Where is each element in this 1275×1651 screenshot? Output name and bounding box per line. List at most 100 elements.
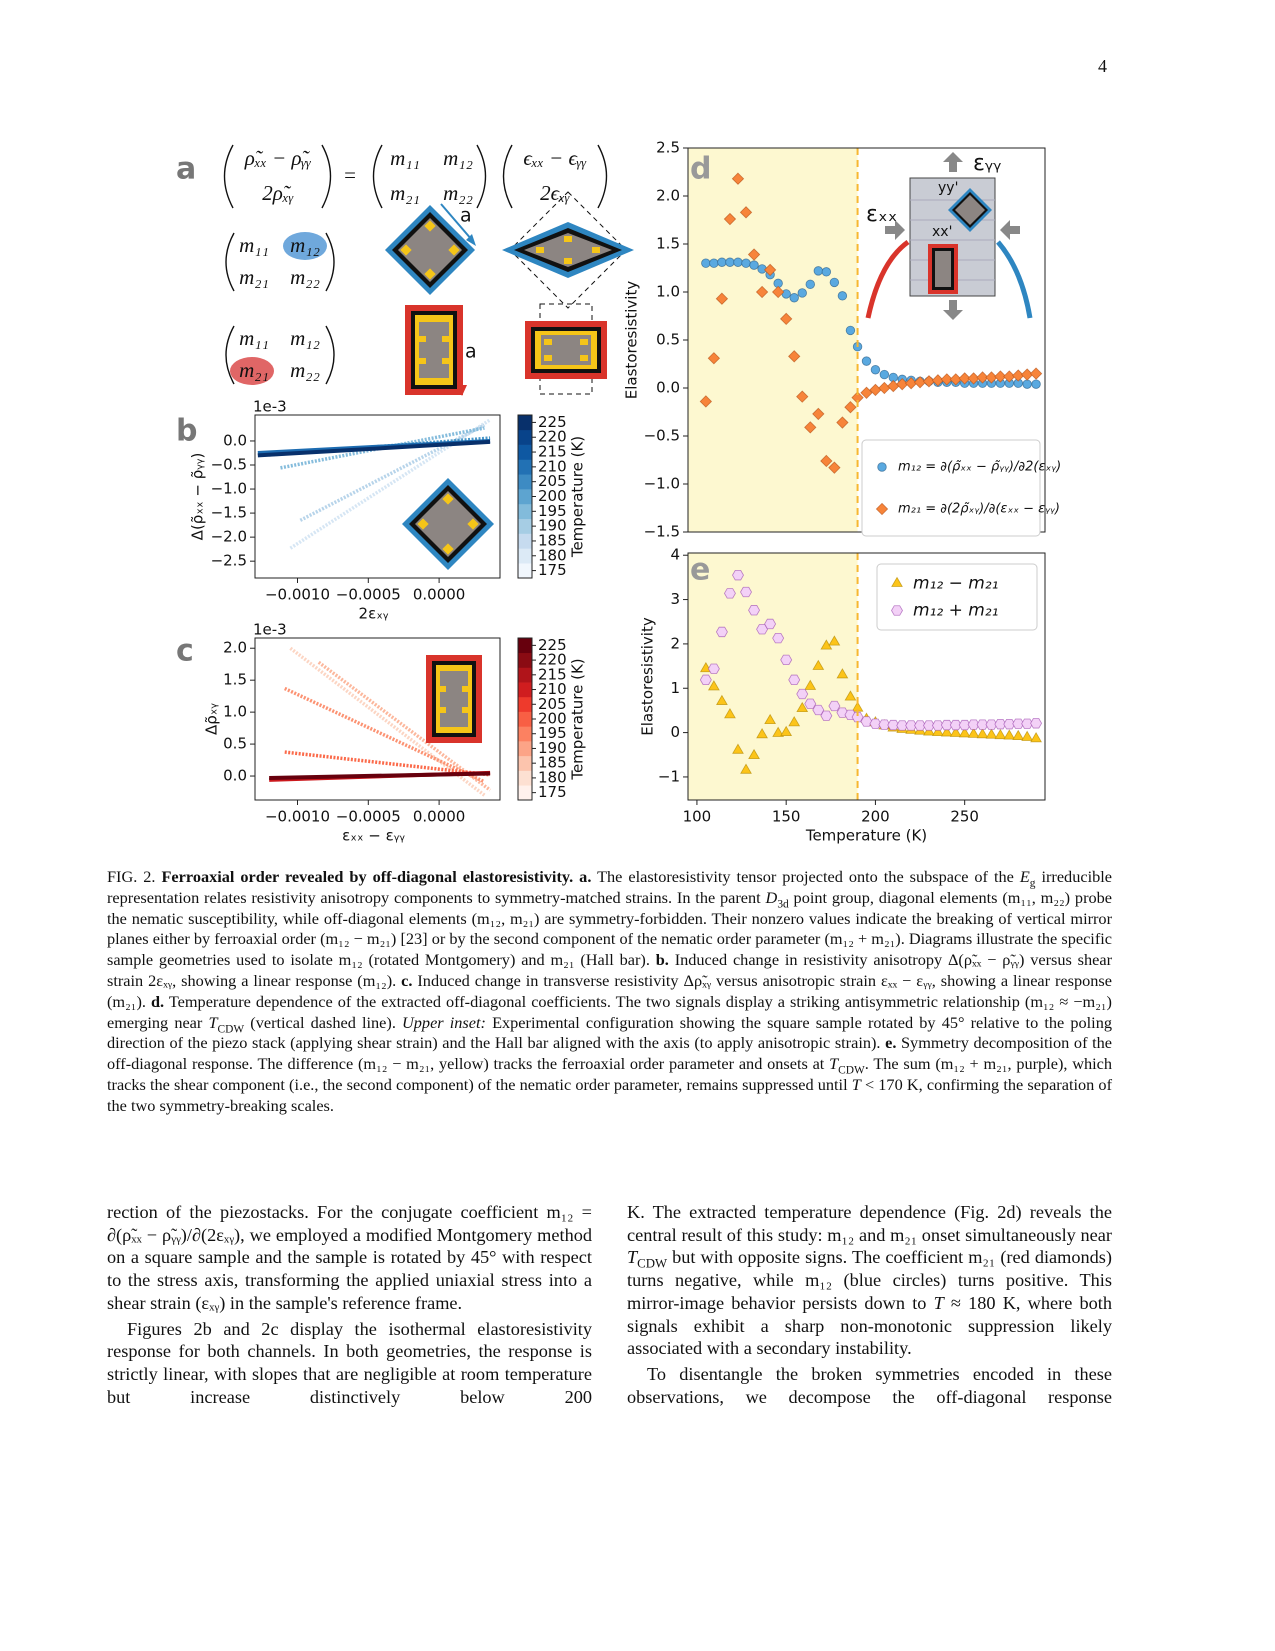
point (796, 390, 809, 403)
y-tick-label: 0 (670, 723, 680, 741)
y-tick-label: −2.0 (211, 528, 247, 546)
contact (440, 707, 446, 713)
point (845, 325, 856, 336)
math: m₁₂ (443, 146, 473, 170)
x-axis-label: Temperature (K) (805, 827, 927, 845)
x-axis-label: 2εₓᵧ (359, 605, 389, 623)
point (891, 605, 903, 616)
point (707, 352, 721, 365)
text-run: b. (655, 950, 669, 970)
series-line (280, 426, 485, 470)
arrow (1000, 220, 1020, 240)
axes-frame (254, 414, 501, 579)
colorbar-segment (518, 474, 532, 490)
point (780, 312, 793, 326)
y-tick-label: 1.0 (223, 703, 247, 721)
math: ρ̃ₓₓ − ρ̃ᵧᵧ (244, 146, 312, 170)
point (820, 639, 833, 650)
figure-caption: FIG. 2. Ferroaxial order revealed by off… (107, 867, 1112, 1117)
y-tick-label: 0.0 (656, 379, 680, 397)
y-tick-label: −1.0 (644, 475, 680, 493)
colorbar-segment (518, 489, 532, 505)
paren (372, 144, 383, 209)
paren (325, 325, 335, 385)
colorbar-segment (518, 563, 532, 579)
text-run: T (829, 1054, 839, 1074)
point (837, 291, 848, 301)
contact (424, 220, 436, 232)
legend-label: m₂₁ = ∂(2ρ̃ₓᵧ)/∂(εₓₓ − εᵧᵧ) (898, 502, 1060, 517)
point (772, 632, 785, 644)
panel-label: a (176, 152, 196, 187)
point (715, 626, 728, 638)
point (829, 277, 840, 288)
colorbar-tick-label: 190 (538, 517, 567, 535)
colorbar-label: Temperature (K) (569, 436, 587, 558)
y-tick-label: 1.5 (223, 671, 247, 689)
text-run: irreducible representation relates resis… (107, 867, 1112, 907)
offset-label: 1e-3 (253, 398, 287, 416)
y-tick-label: 2.0 (656, 187, 680, 205)
y-tick-label: 4 (670, 546, 680, 564)
contact (592, 247, 600, 253)
highlight (283, 232, 327, 260)
point (891, 576, 903, 587)
point (716, 694, 728, 705)
hall-bar (419, 322, 449, 378)
point (869, 718, 882, 729)
colorbar-segment (518, 696, 532, 712)
point (879, 369, 890, 380)
point (732, 743, 744, 754)
panel-label: e (690, 553, 710, 588)
colorbar-tick-label: 210 (538, 680, 567, 698)
contact (564, 258, 572, 264)
point (1012, 718, 1025, 729)
point (715, 292, 729, 305)
math: m₂₂ (290, 358, 320, 382)
point (723, 588, 736, 599)
colorbar-segment (518, 518, 532, 534)
contacts (544, 339, 588, 361)
contact (467, 518, 479, 530)
inset-label: yy' (938, 180, 958, 196)
point (958, 372, 971, 385)
legend-label: m₁₂ − m₂₁ (913, 574, 998, 594)
math: m₂₂ (443, 181, 473, 205)
point (836, 416, 849, 429)
point (976, 719, 989, 730)
y-axis-label: Elastoresistivity (639, 617, 657, 736)
contacts (419, 336, 449, 364)
arrow (440, 203, 473, 241)
point (851, 711, 864, 723)
colorbar-segment (518, 711, 532, 727)
point (931, 725, 944, 736)
y-tick-label: 0.0 (223, 767, 247, 785)
point (860, 716, 873, 727)
point (994, 370, 1007, 383)
point (870, 365, 881, 375)
point (994, 719, 1007, 730)
math: m₁₁ (390, 146, 420, 170)
text-run: 3d (777, 898, 789, 911)
paragraph: Figures 2b and 2c display the isothermal… (107, 1318, 592, 1409)
point (780, 654, 793, 666)
colorbar-segment (518, 533, 532, 549)
y-tick-label: −1.0 (211, 480, 247, 498)
point (748, 605, 761, 616)
point (804, 421, 817, 434)
text-run: The elastoresistivity tensor projected o… (591, 867, 1020, 886)
arrow (885, 220, 905, 240)
point (699, 395, 713, 408)
highlight (230, 357, 274, 385)
contact (442, 358, 449, 364)
colorbar-label: Temperature (K) (569, 658, 587, 780)
point (724, 708, 736, 719)
colorbar-tick-label: 215 (538, 665, 567, 683)
contact (417, 518, 429, 530)
sample (955, 195, 985, 225)
figure-diagrams: a ρ̃ₓₓ − ρ̃ᵧᵧ 2ρ̃ₓᵧ = m₁₁ m₁₂ m₂₁ m₂₂ ϵₓ… (176, 144, 1033, 743)
paragraph: K. The extracted temperature dependence … (627, 1201, 1112, 1360)
point (812, 659, 825, 670)
colorbar-tick-label: 225 (538, 413, 567, 431)
y-tick-label: 2.5 (656, 139, 680, 157)
